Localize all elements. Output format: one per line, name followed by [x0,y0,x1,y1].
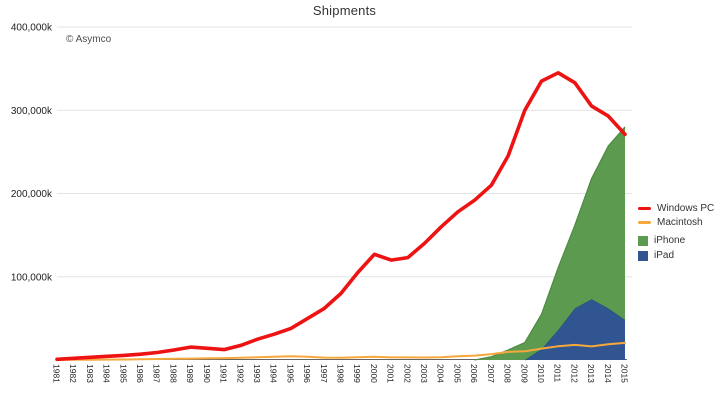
x-tick-label-2007: 2007 [486,364,496,383]
x-tick-label-1987: 1987 [152,364,162,383]
x-tick-label-2005: 2005 [452,364,462,383]
x-tick-label-1996: 1996 [302,364,312,383]
legend-label-ipad: iPad [654,250,675,261]
legend-label-windows-pc: Windows PC [657,202,715,214]
x-tick-label-1995: 1995 [285,364,295,383]
x-tick-label-1998: 1998 [336,364,346,383]
chart-title: Shipments [312,3,377,18]
x-tick-label-2008: 2008 [503,364,513,383]
x-tick-label-1999: 1999 [352,364,362,383]
x-tick-label-2003: 2003 [419,364,429,383]
legend-item-macintosh: Macintosh [638,215,714,229]
x-tick-label-1985: 1985 [118,364,128,383]
x-tick-label-1988: 1988 [168,364,178,383]
x-tick-label-1994: 1994 [269,364,279,383]
x-tick-label-1982: 1982 [68,364,78,383]
x-tick-label-2015: 2015 [620,364,630,383]
x-tick-label-1991: 1991 [219,364,229,383]
x-tick-label-2012: 2012 [569,364,579,383]
x-tick-label-2009: 2009 [519,364,529,383]
windows-pc-line [55,71,627,362]
x-tick-label-1986: 1986 [135,364,145,383]
x-tick-label-1990: 1990 [202,364,212,383]
legend-item-iphone: iPhone [638,233,714,248]
x-tick-label-1981: 1981 [52,364,62,383]
legend-label-macintosh: Macintosh [657,216,703,228]
x-tick-label-2006: 2006 [469,364,479,383]
x-tick-label-1984: 1984 [102,364,112,383]
iphone-area [474,126,625,361]
ipad-area-swatch-icon [638,250,648,261]
x-tick-label-2011: 2011 [553,364,563,383]
legend-label-iphone: iPhone [654,235,686,246]
x-tick-label-2001: 2001 [386,364,396,383]
x-tick-label-2004: 2004 [436,364,446,383]
watermark-asymco: © Asymco [66,34,112,45]
macintosh-line [56,341,626,361]
x-tick-label-1983: 1983 [85,364,95,383]
x-tick-label-1993: 1993 [252,364,262,383]
legend-item-ipad: iPad [638,248,714,263]
x-tick-label-2002: 2002 [402,364,412,383]
y-tick-label: 100,000k [11,272,53,283]
y-tick-label: 300,000k [11,106,53,117]
legend: Windows PC Macintosh iPhone iPad [638,201,714,263]
x-tick-label-1997: 1997 [319,364,329,383]
windows-pc-line-icon [638,206,651,210]
x-tick-label-2014: 2014 [603,364,613,383]
y-tick-label: 400,000k [11,23,53,34]
x-tick-label-1992: 1992 [235,364,245,383]
macintosh-line-icon [638,220,651,224]
x-tick-label-2013: 2013 [586,364,596,383]
iphone-area-swatch-icon [638,235,648,246]
legend-item-windows-pc: Windows PC [638,201,714,215]
y-tick-label: 200,000k [11,189,53,200]
x-tick-label-2000: 2000 [369,364,379,383]
x-tick-label-1989: 1989 [185,364,195,383]
x-tick-label-2010: 2010 [536,364,546,383]
